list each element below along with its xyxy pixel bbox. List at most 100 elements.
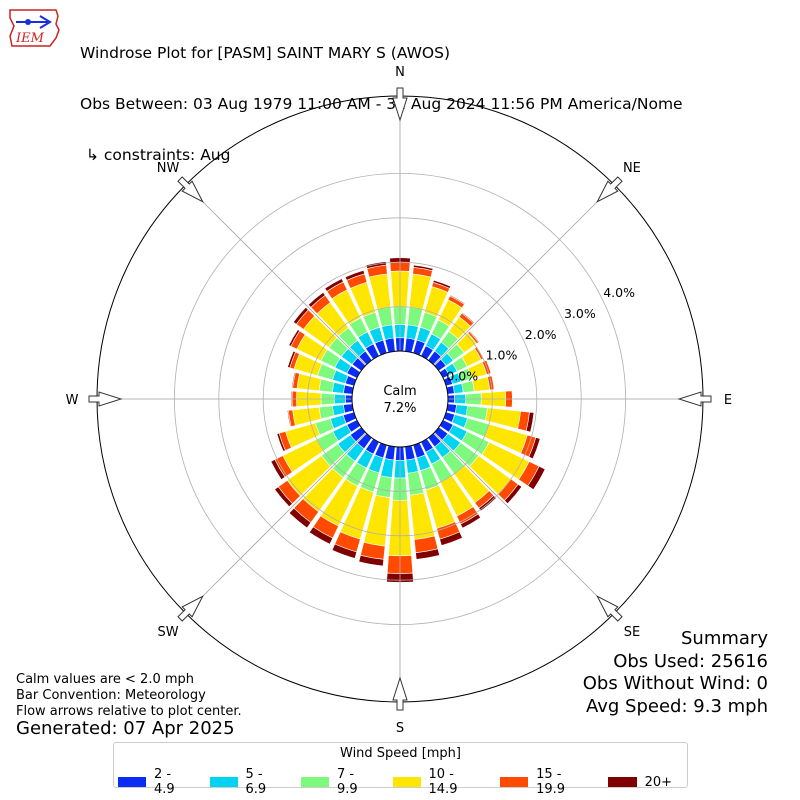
calm-label: Calm	[383, 384, 416, 399]
windrose-bar-segment	[469, 330, 480, 343]
windrose-bar-segment	[376, 306, 393, 328]
summary-heading: Summary	[681, 628, 768, 649]
compass-label: E	[724, 393, 732, 408]
windrose-bar-segment	[504, 483, 523, 505]
windrose-bar-segment	[432, 279, 452, 289]
compass-arrow-icon	[88, 391, 123, 407]
windrose-bar-segment	[454, 404, 468, 417]
legend-swatch	[607, 777, 637, 787]
legend-item: 20+	[607, 767, 672, 797]
windrose-bar-segment	[460, 513, 482, 529]
windrose-bar-segment	[318, 378, 335, 393]
grid-spoke-overlay	[433, 432, 615, 614]
windrose-bar-segment	[344, 269, 365, 281]
windrose-bar-segment	[324, 278, 344, 292]
legend-title: Wind Speed [mph]	[340, 746, 461, 761]
windrose-bar-segment	[461, 312, 475, 324]
calm-circle	[351, 350, 449, 448]
legend: Wind Speed [mph] 2 - 4.9 5 - 6.9 7 - 9.9 10…	[113, 742, 688, 797]
legend-swatch	[209, 777, 238, 787]
compass-label: SE	[624, 625, 640, 640]
obs-used: Obs Used: 25616	[613, 650, 768, 672]
grid-spoke-overlay	[185, 184, 367, 366]
windrose-bar-segment	[307, 291, 326, 308]
windrose-bar-segment	[415, 548, 440, 560]
radial-tick-label: 1.0%	[486, 348, 518, 363]
legend-swatch	[301, 777, 330, 787]
calm-note: Calm values are < 2.0 mph	[16, 672, 195, 687]
windrose-bar-segment	[276, 432, 286, 452]
windrose-bar-segment	[270, 459, 286, 481]
windrose-bar-segment	[528, 437, 541, 460]
compass-label: N	[395, 65, 405, 80]
chart-title: Windrose Plot for [PASM] SAINT MARY S (A…	[80, 44, 451, 62]
compass-arrow-icon	[596, 595, 623, 622]
windrose-bar-segment	[331, 543, 358, 559]
compass-label: NW	[157, 161, 180, 176]
windrose-bar-segment	[332, 381, 346, 394]
legend-item: 7 - 9.9	[301, 767, 378, 797]
windrose-bar-segment	[485, 359, 492, 374]
windrose-bar-segment	[288, 507, 312, 529]
legend-swatch	[118, 777, 147, 787]
windrose-bar-segment	[332, 404, 346, 417]
logo-text: IEM	[15, 31, 45, 46]
legend-item: 15 - 19.9	[500, 767, 593, 797]
compass-label: SW	[158, 625, 179, 640]
chart-constraints: ↳ constraints: Aug	[86, 146, 231, 164]
windrose-bar-segment	[527, 465, 546, 491]
legend-items: 2 - 4.9 5 - 6.9 7 - 9.9 10 - 14.9 15 - 19.9 2…	[118, 767, 687, 797]
grid-spoke-overlay	[433, 184, 615, 366]
radial-tick-label: 0.0%	[446, 368, 478, 383]
notes-block: Calm values are < 2.0 mph Bar Convention…	[16, 672, 242, 720]
windrose-bar-segment	[439, 531, 463, 546]
compass-label: NE	[623, 161, 641, 176]
radial-tick-label: 3.0%	[564, 306, 596, 321]
windrose-bar-segment	[381, 324, 395, 340]
windrose-bar-segment	[318, 405, 335, 420]
grid-spoke-overlay	[185, 432, 367, 614]
windrose-bar-segment	[491, 375, 495, 390]
windrose-bar-segment	[525, 411, 535, 433]
compass-arrow-icon	[392, 87, 408, 122]
radial-tick-label: 2.0%	[525, 327, 557, 342]
windrose-bar-segment	[308, 526, 334, 545]
legend-label: 10 - 14.9	[428, 767, 458, 797]
windrose-bar-segment	[287, 350, 296, 369]
calm-value: 7.2%	[383, 401, 416, 416]
windrose-bar-segment	[288, 329, 301, 347]
legend-label: 5 - 6.9	[245, 767, 267, 797]
legend-label: 2 - 4.9	[154, 767, 175, 797]
avg-speed: Avg Speed: 9.3 mph	[586, 695, 768, 717]
compass-arrow-icon	[177, 176, 204, 203]
legend-label: 15 - 19.9	[536, 767, 566, 797]
summary-block: Summary Obs Used: 25616 Obs Without Wind…	[583, 628, 768, 718]
windrose-bar-segment	[449, 294, 466, 305]
legend-label: 7 - 9.9	[337, 767, 358, 797]
windrose-bar-segment	[407, 306, 424, 328]
compass-label: W	[66, 393, 79, 408]
logo: IEM	[9, 9, 60, 47]
generated-date: Generated: 07 Apr 2025	[16, 718, 235, 739]
radial-tick-label: 4.0%	[603, 285, 635, 300]
windrose-bar-segment	[375, 475, 393, 498]
compass-label: S	[396, 721, 404, 736]
windrose-bar-segment	[358, 554, 385, 567]
compass-arrow-icon	[392, 676, 408, 711]
windrose-bar-segment	[292, 306, 309, 325]
windrose-bar-segment	[274, 486, 293, 508]
compass-arrow-icon	[596, 176, 623, 203]
legend-item: 2 - 4.9	[118, 767, 195, 797]
legend-item: 10 - 14.9	[392, 767, 486, 797]
windrose-bar-segment	[478, 495, 497, 512]
windrose-bar-segment	[405, 324, 419, 340]
compass-arrow-icon	[677, 391, 712, 407]
flow-arrows-note: Flow arrows relative to plot center.	[16, 704, 242, 719]
legend-swatch	[500, 777, 529, 787]
obs-without-wind: Obs Without Wind: 0	[582, 673, 768, 694]
windrose-bar-segment	[413, 264, 434, 272]
windrose-bar-segment	[405, 458, 419, 474]
compass-arrow-icon	[177, 595, 204, 622]
